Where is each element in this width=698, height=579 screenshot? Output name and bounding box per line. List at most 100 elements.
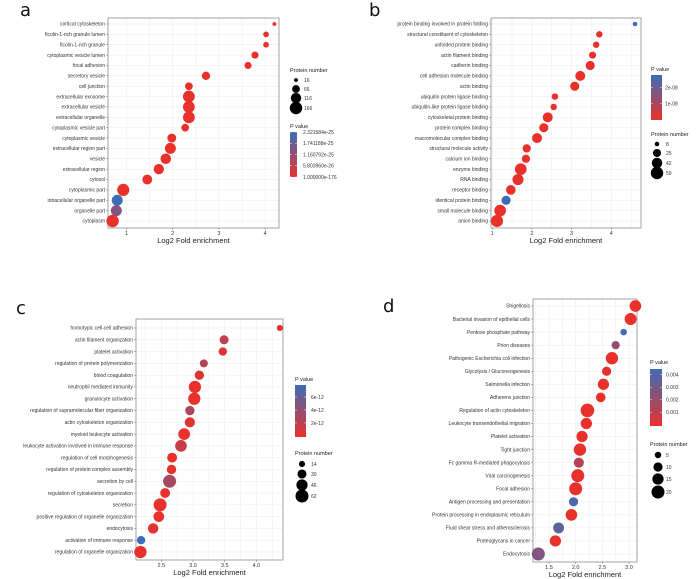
data-point [199, 359, 208, 368]
data-point [163, 474, 177, 488]
data-point [585, 60, 595, 71]
colorbar [290, 132, 297, 177]
color-legend-label: 0.002 [666, 398, 679, 404]
data-point [565, 509, 578, 521]
x-tick-label: 1 [491, 231, 494, 237]
y-tick-label: cytoplasmic vesicle [62, 136, 105, 142]
data-point [602, 366, 612, 376]
data-point [160, 488, 171, 499]
y-tick-label: Leukocyte transendothelial migration [449, 421, 531, 427]
data-point [218, 347, 228, 356]
y-tick-label: anion binding [458, 219, 488, 225]
y-tick-label: enzyme binding [453, 167, 488, 173]
plot-frame [107, 17, 280, 229]
size-legend-title: Protein number [290, 68, 328, 74]
size-legend-marker [298, 460, 306, 468]
data-point [632, 21, 638, 27]
data-point [514, 163, 527, 175]
colorbar [651, 75, 662, 120]
y-tick-label: ficolin-1-rich granule lumen [45, 32, 105, 38]
data-point [184, 82, 193, 91]
y-tick-label: secretion by cell [97, 479, 133, 485]
y-tick-label: extracellular organelle [56, 115, 105, 121]
data-point [568, 497, 579, 507]
color-legend-label: 1.741188e-25 [303, 141, 334, 147]
data-point [589, 51, 597, 59]
data-point [551, 93, 559, 100]
size-legend-marker [652, 473, 664, 485]
y-tick-label: Regulation of actin cytoskeleton [459, 408, 530, 414]
data-point [494, 204, 506, 217]
size-legend-marker [296, 479, 308, 491]
y-tick-label: cytoskeletal protein binding [428, 115, 489, 121]
data-point [153, 498, 167, 512]
size-legend-label: 66 [304, 87, 310, 93]
x-axis-label: Log2 Fold enrichment [549, 570, 622, 579]
y-tick-label: protein binding involved in protein fold… [397, 22, 488, 28]
data-point [597, 378, 610, 390]
y-tick-label: Tight junction [500, 447, 530, 453]
size-legend-title: Protein number [650, 442, 688, 448]
y-tick-label: endocytosis [107, 526, 134, 532]
y-tick-label: structural constituent of cytoskeleton [407, 32, 488, 38]
size-legend-label: 116 [304, 96, 312, 102]
y-tick-label: Proteoglycans in cancer [477, 539, 531, 545]
size-legend-marker [295, 489, 309, 503]
size-legend-label: 42 [666, 161, 672, 167]
data-point [596, 31, 603, 38]
data-point [142, 174, 153, 185]
data-point [178, 428, 190, 440]
size-legend-label: 10 [666, 465, 672, 471]
color-legend-title: P value [290, 124, 308, 130]
data-point [531, 547, 545, 561]
size-legend-marker [654, 141, 660, 147]
panel-letter: b [369, 0, 380, 21]
y-tick-label: regulation of supramolecular fiber organ… [30, 408, 133, 414]
data-point [569, 482, 583, 496]
data-point [136, 536, 146, 545]
data-point [188, 392, 201, 405]
y-tick-label: secretion [113, 503, 134, 509]
x-tick-label: 2 [530, 231, 533, 237]
y-tick-label: Salmonella infection [485, 382, 530, 388]
plot-frame [490, 17, 642, 229]
y-tick-label: focal adhesion [73, 63, 105, 69]
size-legend-label: 20 [666, 490, 672, 496]
y-tick-label: Bacterial invasion of epithelial cells [453, 317, 531, 323]
data-point [490, 214, 504, 228]
panel-letter: c [16, 298, 26, 319]
y-tick-label: Adherens junction [490, 395, 530, 401]
size-legend-marker [289, 101, 303, 115]
color-legend-label: 4e-12 [311, 408, 324, 414]
x-tick-label: 4 [264, 231, 267, 237]
data-point [611, 341, 620, 350]
data-point [153, 163, 164, 175]
data-point [580, 417, 592, 430]
size-legend-label: 5 [666, 453, 669, 459]
color-legend-label: 0.001 [666, 410, 679, 416]
y-tick-label: receptor binding [452, 188, 488, 194]
data-point [188, 380, 202, 394]
color-legend-label: 6e-12 [311, 395, 324, 401]
data-point [595, 392, 606, 403]
y-tick-label: homotypic cell-cell adhesion [70, 326, 133, 332]
y-tick-label: Fluid shear stress and atherosclerosis [446, 526, 531, 532]
y-tick-label: small molecule binding [437, 208, 488, 214]
y-tick-label: ubiquitin protein ligase binding [421, 94, 488, 100]
y-tick-label: cell adhesion molecule binding [420, 74, 488, 80]
data-point [576, 430, 588, 443]
color-legend-title: P value [295, 377, 313, 383]
data-point [185, 405, 195, 416]
color-legend-title: P value [651, 67, 669, 73]
y-tick-label: ficolin-1-rich granule [60, 42, 105, 48]
data-point [501, 195, 511, 205]
y-tick-label: leukocyte activation involved in immune … [23, 444, 133, 450]
y-tick-label: Fc gamma R-mediated phagocytosis [449, 460, 531, 466]
y-tick-label: cell junction [79, 84, 105, 90]
data-point [134, 545, 147, 559]
y-tick-label: Protein processing in endoplasmic reticu… [432, 513, 530, 519]
data-point [182, 111, 195, 124]
color-legend-title: P value [650, 360, 668, 366]
y-tick-label: Endocytosis [503, 552, 530, 558]
